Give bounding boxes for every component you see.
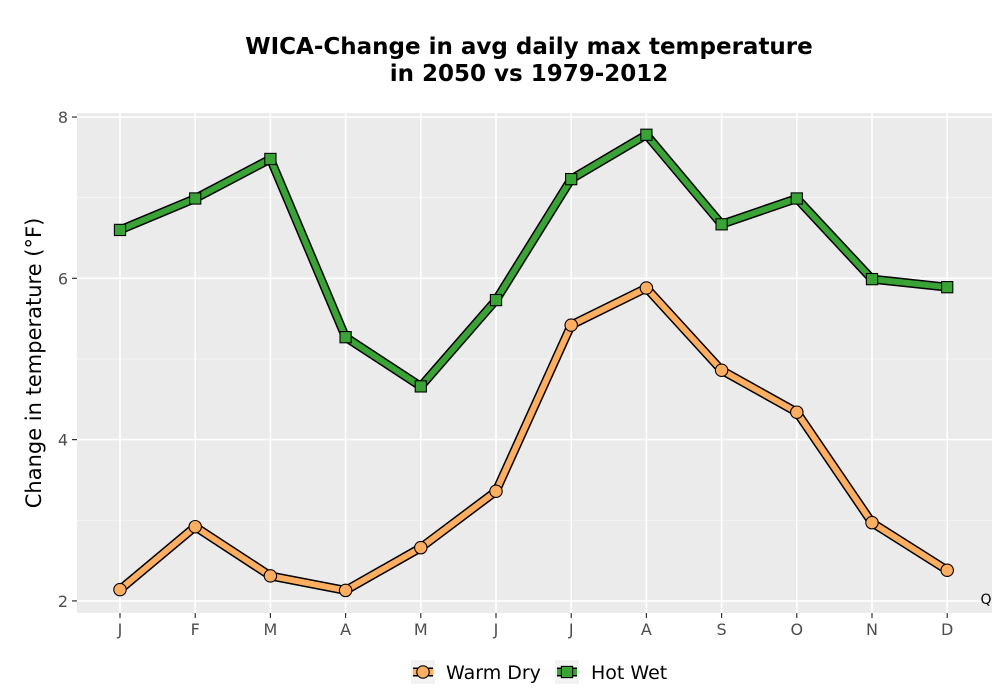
x-tick-label: F [191, 620, 200, 639]
y-tick-label: 2 [58, 592, 68, 611]
x-tick-label: D [941, 620, 953, 639]
data-point [189, 192, 202, 205]
data-point [188, 519, 202, 534]
data-point [639, 281, 654, 295]
legend-label: Hot Wet [591, 662, 667, 684]
corner-label: Q [980, 592, 991, 608]
data-point [414, 380, 427, 393]
x-tick-label: A [340, 620, 351, 639]
x-tick-label: O [791, 620, 804, 639]
x-tick-label: J [117, 620, 123, 639]
data-point [489, 484, 503, 498]
x-tick-label: N [866, 620, 878, 639]
data-point [263, 569, 278, 583]
data-point [941, 281, 954, 294]
data-point [790, 192, 803, 205]
data-point [940, 563, 954, 578]
chart-title-line: WICA-Change in avg daily max temperature [245, 34, 813, 60]
legend-label: Warm Dry [446, 662, 541, 684]
data-point [714, 363, 729, 378]
data-point [338, 583, 353, 598]
x-tick-label: A [641, 620, 652, 639]
y-tick-label: 8 [58, 108, 68, 127]
x-tick-label: M [263, 620, 277, 639]
data-point [640, 128, 653, 141]
data-point [565, 172, 578, 186]
data-point [113, 582, 127, 597]
data-point [489, 293, 503, 307]
data-point [865, 272, 879, 286]
plot-panel [77, 113, 992, 613]
x-tick-label: J [568, 620, 574, 639]
x-tick-label: M [414, 620, 428, 639]
legend-key-marker [416, 665, 430, 679]
data-point [790, 405, 804, 419]
y-axis-title: Change in temperature (°F) [22, 218, 46, 509]
data-point [865, 515, 879, 530]
data-point [113, 223, 127, 237]
series-line [117, 285, 951, 594]
x-tick-label: J [493, 620, 499, 639]
series-line [117, 131, 951, 390]
data-point [564, 318, 578, 332]
y-tick-label: 4 [58, 431, 68, 450]
legend-key-marker [560, 665, 574, 679]
y-tick-label: 6 [58, 269, 68, 288]
data-point [715, 218, 728, 231]
data-point [339, 331, 352, 344]
x-tick-label: S [717, 620, 727, 639]
data-point [264, 152, 277, 166]
data-point [414, 540, 428, 555]
chart-title-line: in 2050 vs 1979-2012 [390, 61, 669, 87]
